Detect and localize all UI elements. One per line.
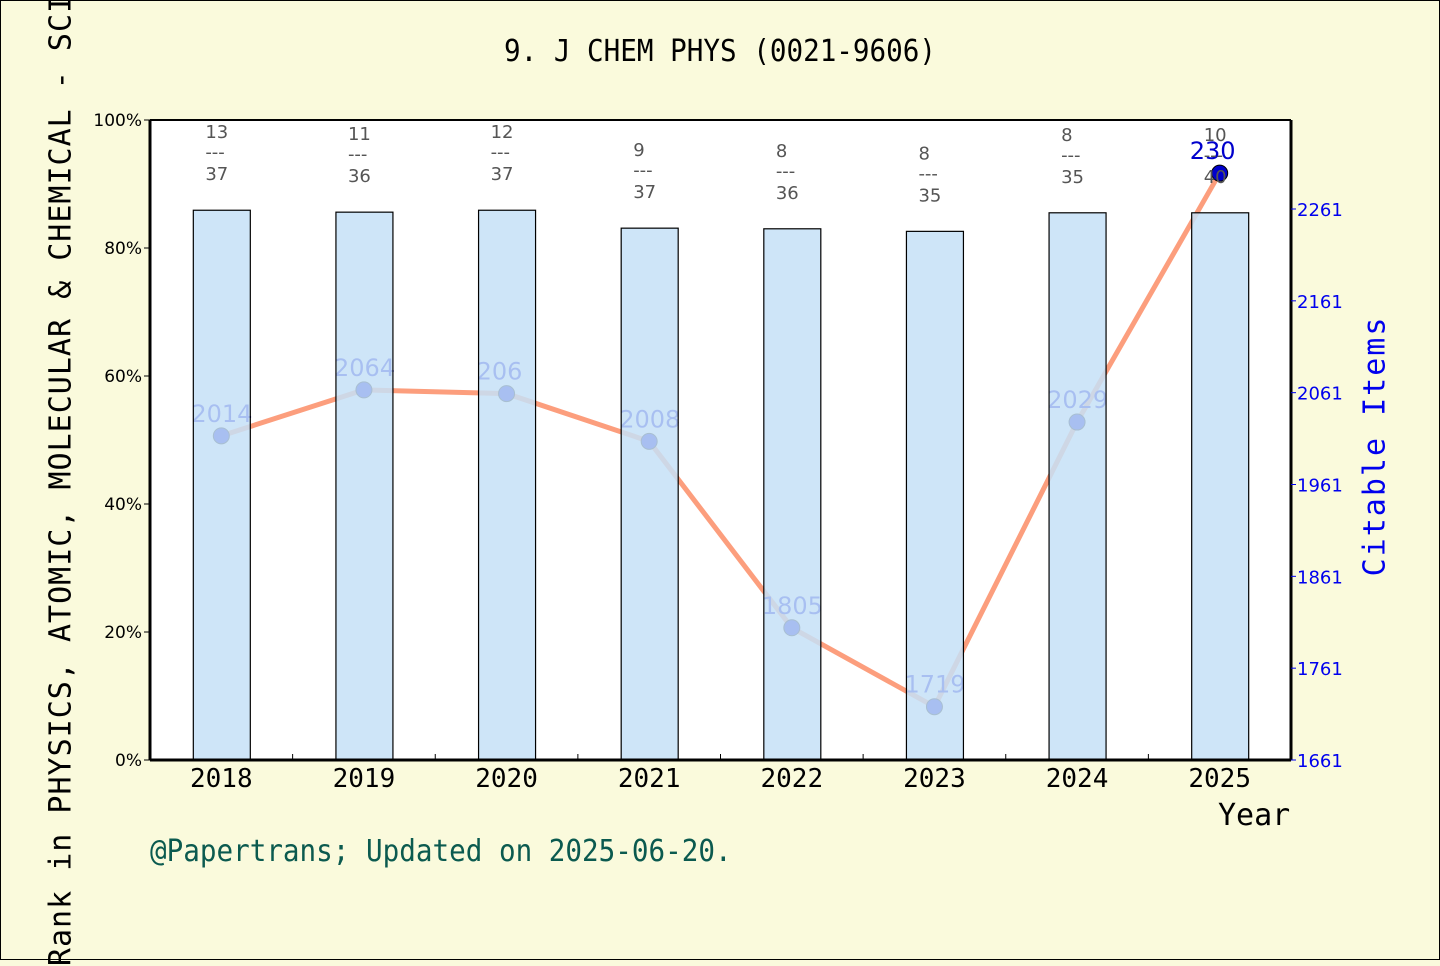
rank-divider: ---	[205, 142, 225, 163]
rank-total-label: 36	[776, 183, 799, 204]
rank-bar	[477, 209, 537, 761]
citable-items-value-label: 230	[1190, 137, 1236, 165]
rank-bar	[905, 230, 965, 761]
y-left-tick-label: 100%	[93, 111, 142, 131]
y-left-tick-label: 60%	[104, 367, 142, 387]
axes: 0% 20% 40% 60% 80% 100% 1661 1761 1861 1961 2061 21…	[93, 111, 1342, 794]
rank-label: 8	[918, 143, 929, 164]
rank-bar	[1048, 212, 1107, 761]
rank-total-label: 40	[1204, 167, 1227, 188]
rank-divider: ---	[918, 163, 938, 184]
x-tick-label: 2018	[190, 764, 253, 794]
y-right-tick-label: 2261	[1297, 200, 1343, 221]
rank-divider: ---	[1204, 145, 1224, 166]
x-tick-label: 2021	[618, 764, 681, 794]
chart-title: 9. J CHEM PHYS (0021-9606)	[503, 34, 937, 69]
y-right-tick-label: 2061	[1297, 384, 1343, 405]
y-left-tick-label: 40%	[104, 495, 142, 515]
x-tick-label: 2025	[1188, 764, 1251, 794]
rank-total-label: 35	[918, 185, 941, 206]
x-tick-label: 2022	[761, 764, 824, 794]
rank-label: 9	[633, 140, 644, 161]
rank-divider: ---	[776, 161, 796, 182]
x-tick-label: 2019	[333, 764, 396, 794]
rank-label: 11	[348, 124, 371, 145]
data-labels: 13---3711---3612---379---378---368---358…	[205, 122, 1226, 206]
rank-label: 8	[776, 141, 787, 162]
x-tick-label: 2023	[903, 764, 966, 794]
rank-total-label: 36	[348, 166, 371, 187]
y-left-tick-label: 80%	[104, 239, 142, 259]
rank-label: 10	[1204, 125, 1227, 146]
rank-bar	[620, 227, 679, 761]
rank-label: 12	[491, 122, 514, 143]
y-right-tick-label: 1661	[1297, 751, 1343, 772]
y-right-tick-label: 2161	[1297, 292, 1343, 313]
rank-bar	[1191, 212, 1250, 761]
rank-total-label: 37	[491, 164, 514, 185]
rank-label: 13	[205, 122, 228, 143]
rank-divider: ---	[1061, 145, 1081, 166]
line-marker	[1211, 164, 1229, 182]
rank-bar	[192, 209, 251, 761]
rank-total-label: 37	[205, 164, 228, 185]
rank-bar	[335, 211, 394, 761]
rank-bars	[192, 209, 1250, 761]
rank-total-label: 37	[633, 182, 656, 203]
rank-divider: ---	[348, 144, 368, 165]
y-right-tick-label: 1861	[1297, 567, 1343, 588]
y-left-tick-label: 20%	[104, 623, 142, 643]
plot-area	[150, 120, 1291, 760]
x-tick-label: 2024	[1046, 764, 1109, 794]
rank-bar	[763, 228, 822, 761]
rank-label: 8	[1061, 125, 1072, 146]
y-left-tick-label: 0%	[115, 751, 142, 771]
rank-divider: ---	[491, 142, 511, 163]
x-tick-label: 2020	[475, 764, 538, 794]
y-right-tick-label: 1961	[1297, 476, 1343, 497]
y-right-tick-label: 1761	[1297, 659, 1343, 680]
footer-note: @Papertrans; Updated on 2025-06-20.	[150, 834, 732, 869]
rank-divider: ---	[633, 160, 653, 181]
x-axis-title: Year	[1218, 798, 1291, 833]
rank-total-label: 35	[1061, 167, 1084, 188]
